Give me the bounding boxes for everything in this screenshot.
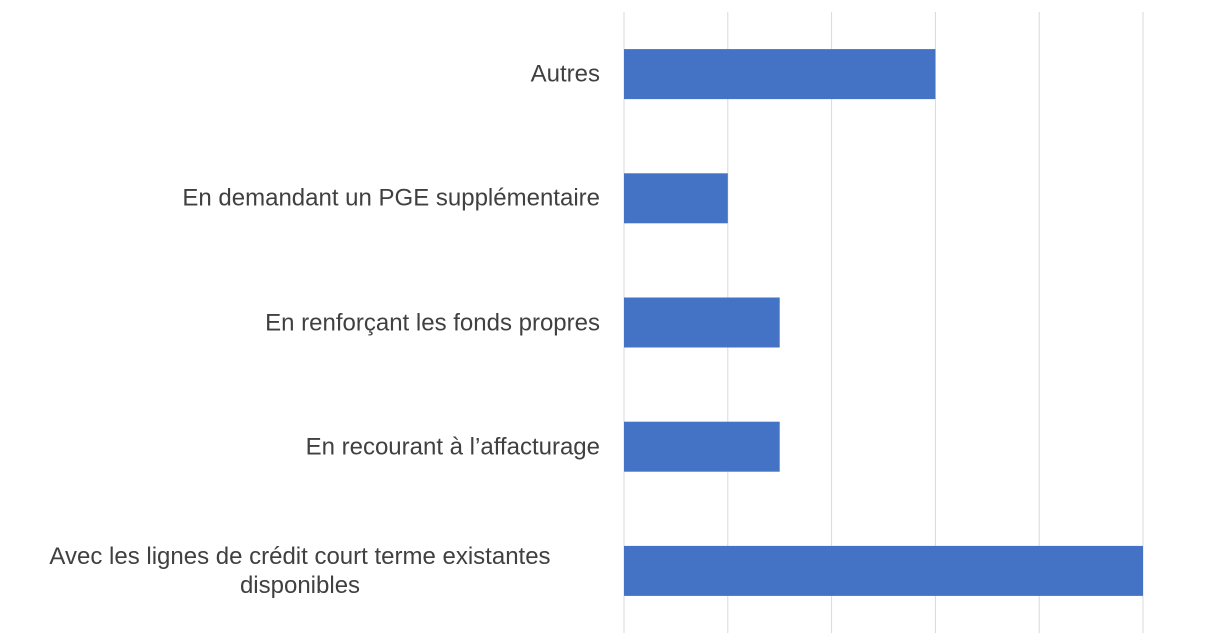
category-label: En renforçant les fonds propres (265, 309, 600, 336)
bar (624, 173, 728, 224)
category-label-box: Avec les lignes de crédit court terme ex… (0, 542, 600, 600)
category-label: Autres (530, 60, 600, 88)
category-label: Avec les lignes de crédit court terme ex… (49, 542, 551, 599)
bar (624, 421, 780, 472)
category-label-box: En demandant un PGE supplémentaire (0, 184, 600, 213)
bar (624, 49, 936, 100)
bar (624, 545, 1143, 596)
bar (624, 297, 780, 348)
category-label-box: En renforçant les fonds propres (0, 308, 600, 337)
category-label: En recourant à l’affacturage (305, 433, 600, 461)
category-label-box: En recourant à l’affacturage (0, 432, 600, 461)
category-label-box: Autres (0, 60, 600, 89)
category-label: En demandant un PGE supplémentaire (182, 184, 600, 212)
